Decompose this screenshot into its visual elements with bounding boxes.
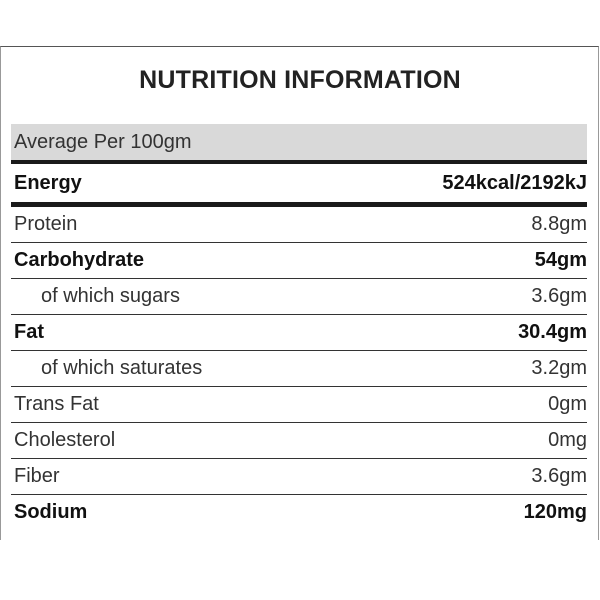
table-row-trans-fat: Trans Fat 0gm	[11, 387, 587, 423]
row-label: of which saturates	[41, 357, 203, 379]
table-row-sugars: of which sugars 3.6gm	[11, 279, 587, 315]
row-value: 3.6gm	[531, 285, 587, 307]
table-row-fat: Fat 30.4gm	[11, 315, 587, 351]
row-value: 54gm	[534, 249, 587, 271]
serving-basis-label: Average Per 100gm	[14, 130, 192, 153]
row-label: Carbohydrate	[14, 249, 145, 271]
table-row-energy: Energy 524kcal/2192kJ	[11, 164, 587, 207]
row-label: Sodium	[14, 501, 88, 523]
nutrition-panel	[0, 46, 599, 540]
page-title: NUTRITION INFORMATION	[139, 66, 461, 94]
nutrition-table: Average Per 100gm Energy 524kcal/2192kJ …	[11, 124, 587, 530]
row-label: of which sugars	[41, 285, 180, 307]
table-row-protein: Protein 8.8gm	[11, 207, 587, 243]
row-label: Cholesterol	[14, 429, 116, 451]
row-value: 120mg	[523, 501, 587, 523]
row-label: Protein	[14, 213, 78, 235]
row-value: 0gm	[548, 393, 587, 415]
table-row-carbohydrate: Carbohydrate 54gm	[11, 243, 587, 279]
table-row-fiber: Fiber 3.6gm	[11, 459, 587, 495]
row-value: 524kcal/2192kJ	[442, 171, 587, 194]
row-label: Fat	[14, 321, 44, 343]
row-label: Fiber	[14, 465, 60, 487]
row-label: Trans Fat	[14, 393, 99, 415]
table-row-saturates: of which saturates 3.2gm	[11, 351, 587, 387]
table-row-sodium: Sodium 120mg	[11, 495, 587, 530]
table-row-cholesterol: Cholesterol 0mg	[11, 423, 587, 459]
table-header: Average Per 100gm	[11, 124, 587, 164]
row-value: 0mg	[548, 429, 587, 451]
row-value: 3.6gm	[531, 465, 587, 487]
row-value: 30.4gm	[518, 321, 587, 343]
row-label: Energy	[14, 171, 82, 194]
row-value: 8.8gm	[531, 213, 587, 235]
row-value: 3.2gm	[531, 357, 587, 379]
